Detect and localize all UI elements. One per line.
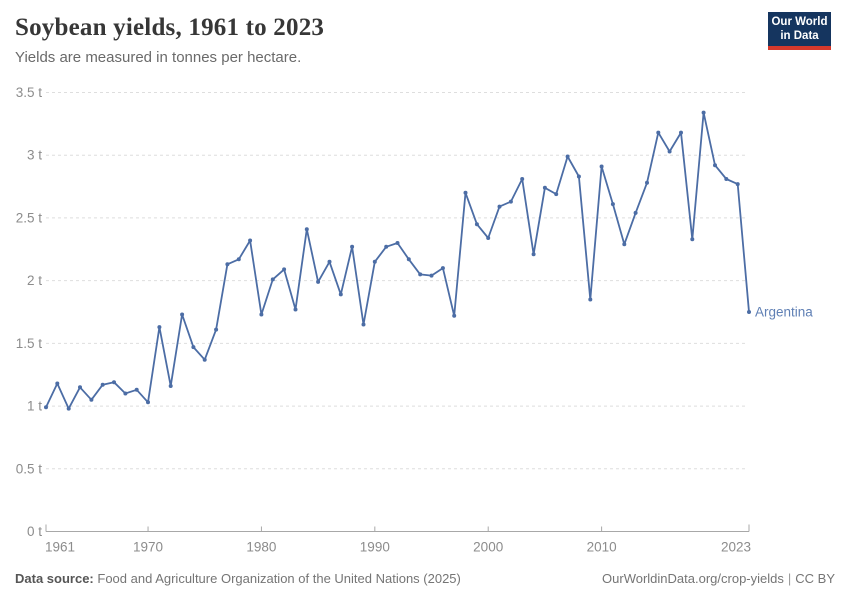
data-point[interactable]	[588, 297, 593, 302]
chart-footer: Data source: Food and Agriculture Organi…	[15, 571, 835, 586]
data-point[interactable]	[214, 327, 219, 332]
data-point[interactable]	[565, 154, 570, 159]
y-tick-label: 1 t	[27, 399, 42, 414]
data-point[interactable]	[191, 345, 196, 350]
data-point[interactable]	[497, 204, 502, 209]
data-point[interactable]	[123, 391, 128, 396]
x-tick-label: 1961	[45, 540, 75, 555]
data-point[interactable]	[89, 397, 94, 402]
data-point[interactable]	[633, 210, 638, 215]
data-point[interactable]	[429, 273, 434, 278]
data-point[interactable]	[134, 387, 139, 392]
data-point[interactable]	[338, 292, 343, 297]
data-point[interactable]	[486, 236, 491, 240]
data-point[interactable]	[713, 163, 717, 168]
data-point[interactable]	[508, 199, 513, 204]
data-point[interactable]	[293, 307, 298, 312]
chart-header: Soybean yields, 1961 to 2023 Yields are …	[15, 0, 850, 66]
data-point[interactable]	[157, 325, 162, 330]
data-point[interactable]	[112, 380, 116, 385]
data-point[interactable]	[304, 227, 309, 232]
data-point[interactable]	[361, 322, 366, 327]
data-point[interactable]	[452, 313, 457, 318]
data-point[interactable]	[248, 238, 253, 243]
data-point[interactable]	[622, 242, 627, 247]
data-point[interactable]	[406, 257, 411, 262]
x-tick-label: 2023	[721, 540, 751, 555]
data-point[interactable]	[236, 257, 241, 262]
data-point[interactable]	[554, 192, 559, 197]
data-point[interactable]	[531, 252, 536, 257]
data-point[interactable]	[576, 174, 581, 179]
data-point[interactable]	[259, 312, 264, 317]
data-point[interactable]	[395, 241, 400, 245]
data-point[interactable]	[463, 190, 468, 195]
data-point[interactable]	[316, 279, 321, 284]
data-point[interactable]	[282, 267, 287, 272]
x-tick-label: 1990	[360, 540, 390, 555]
data-point[interactable]	[690, 237, 695, 242]
data-source-label: Data source:	[15, 571, 94, 586]
data-point[interactable]	[146, 400, 150, 405]
x-tick-label: 1980	[246, 540, 276, 555]
footer-separator: |	[787, 571, 792, 586]
y-tick-label: 1.5 t	[16, 336, 43, 351]
owid-logo-line1: Our World	[771, 15, 828, 28]
data-point[interactable]	[656, 130, 661, 135]
data-point[interactable]	[542, 185, 547, 190]
owid-logo[interactable]: Our World in Data	[768, 12, 831, 50]
y-tick-label: 3.5 t	[16, 85, 43, 100]
data-point[interactable]	[667, 149, 672, 154]
y-tick-label: 0 t	[27, 524, 42, 539]
data-point[interactable]	[474, 222, 479, 227]
data-point[interactable]	[645, 180, 649, 185]
data-point[interactable]	[735, 182, 740, 187]
data-point[interactable]	[679, 130, 683, 135]
data-point[interactable]	[701, 110, 706, 115]
y-tick-label: 2.5 t	[16, 210, 43, 225]
owid-logo-line2: in Data	[780, 30, 819, 42]
footer-link[interactable]: OurWorldinData.org/crop-yields	[602, 571, 784, 586]
data-point[interactable]	[100, 382, 105, 387]
data-point[interactable]	[747, 310, 751, 314]
data-point[interactable]	[440, 266, 445, 271]
y-tick-label: 3 t	[27, 148, 42, 163]
footer-right: OurWorldinData.org/crop-yields | CC BY	[602, 571, 835, 586]
data-source: Data source: Food and Agriculture Organi…	[15, 571, 461, 586]
x-tick-label: 2000	[473, 540, 503, 555]
x-tick-label: 1970	[133, 540, 163, 555]
data-point[interactable]	[66, 406, 71, 411]
data-point[interactable]	[350, 244, 355, 249]
data-point[interactable]	[372, 259, 377, 264]
y-tick-label: 0.5 t	[16, 461, 43, 476]
y-tick-label: 2 t	[27, 273, 42, 288]
data-point[interactable]	[202, 357, 207, 362]
x-tick-label: 2010	[587, 540, 617, 555]
data-point[interactable]	[168, 384, 173, 388]
footer-license[interactable]: CC BY	[795, 571, 835, 586]
data-point[interactable]	[327, 259, 332, 264]
data-point[interactable]	[44, 405, 48, 410]
chart-subtitle: Yields are measured in tonnes per hectar…	[15, 49, 302, 66]
data-point[interactable]	[520, 177, 525, 181]
series-label: Argentina	[755, 305, 813, 320]
data-point[interactable]	[610, 202, 615, 207]
data-point[interactable]	[180, 312, 185, 317]
data-point[interactable]	[724, 177, 729, 181]
page-title: Soybean yields, 1961 to 2023	[15, 14, 325, 41]
series-line[interactable]	[45, 111, 750, 410]
data-point[interactable]	[599, 164, 604, 169]
data-point[interactable]	[384, 244, 389, 249]
data-point[interactable]	[78, 385, 82, 390]
data-point[interactable]	[55, 381, 60, 386]
data-point[interactable]	[225, 262, 230, 267]
data-point[interactable]	[418, 272, 423, 277]
data-source-text: Food and Agriculture Organization of the…	[97, 571, 461, 586]
data-point[interactable]	[270, 277, 275, 282]
